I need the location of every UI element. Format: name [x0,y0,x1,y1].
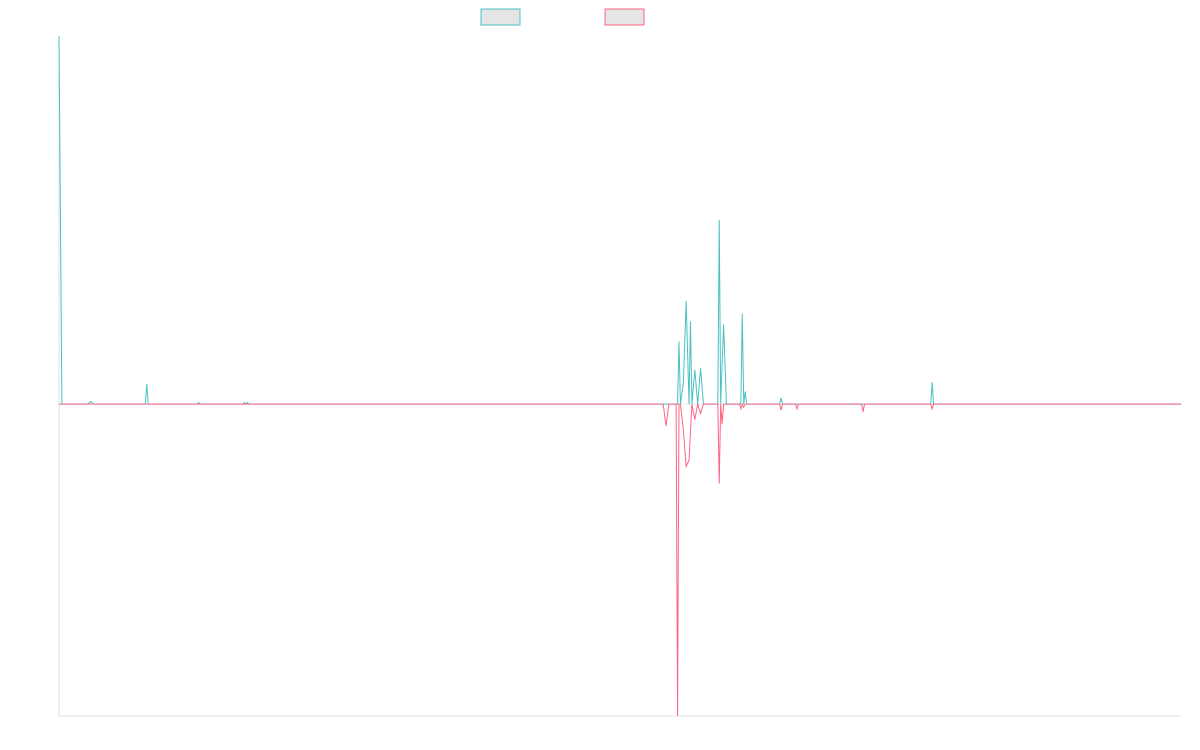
series-line-1 [58,35,1181,405]
series-group [58,35,1181,717]
legend-item-2[interactable] [604,8,645,26]
series-line-2 [59,402,1181,717]
legend-swatch-1 [480,8,521,26]
axes [58,36,1181,717]
legend-item-1[interactable] [480,8,521,26]
legend [480,8,645,26]
legend-swatch-2 [604,8,645,26]
